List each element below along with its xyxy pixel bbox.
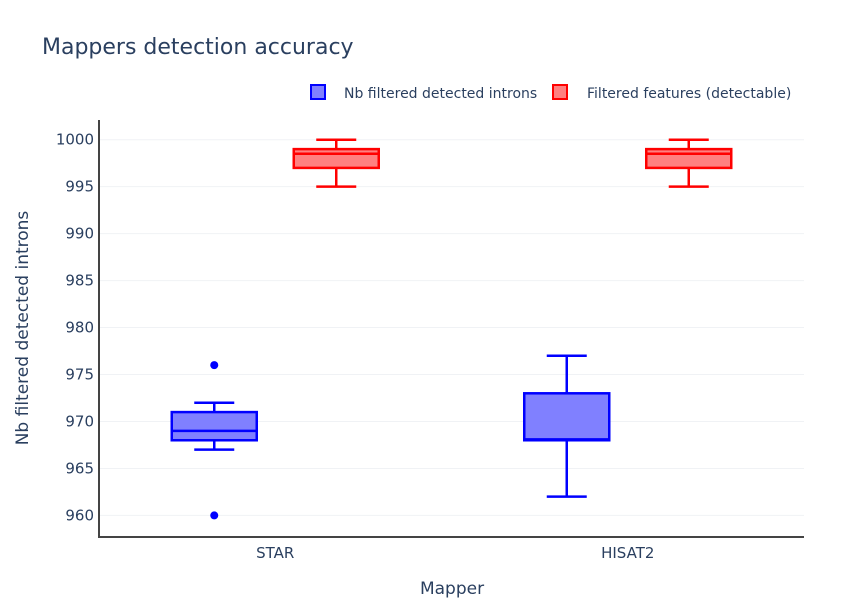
- y-tick-label: 980: [65, 319, 94, 337]
- y-axis-title: Nb filtered detected introns: [13, 211, 33, 446]
- y-tick-label: 985: [65, 272, 94, 290]
- outlier-point: [210, 511, 219, 520]
- box-1-hisat2[interactable]: [645, 138, 733, 188]
- legend-label-features: Filtered features (detectable): [587, 86, 791, 102]
- iqr-box: [523, 392, 611, 442]
- x-axis-title: Mapper: [420, 579, 484, 599]
- legend-label-introns: Nb filtered detected introns: [344, 86, 537, 102]
- legend: Nb filtered detected introns Filtered fe…: [310, 84, 791, 102]
- legend-item-features[interactable]: Filtered features (detectable): [552, 84, 791, 102]
- box-1-star[interactable]: [292, 138, 380, 188]
- outlier-point: [210, 361, 219, 370]
- y-tick-label: 970: [65, 412, 94, 430]
- y-tick-label: 1000: [56, 131, 94, 149]
- y-tick-label: 995: [65, 178, 94, 196]
- box-0-hisat2[interactable]: [523, 354, 611, 498]
- iqr-box: [292, 147, 380, 170]
- legend-item-introns[interactable]: Nb filtered detected introns: [310, 84, 537, 102]
- iqr-box: [170, 410, 258, 442]
- legend-swatch-features: [552, 84, 568, 100]
- legend-swatch-introns: [310, 84, 326, 100]
- y-tick-label: 965: [65, 459, 94, 477]
- box-0-star[interactable]: [170, 361, 258, 520]
- y-tick-label: 960: [65, 506, 94, 524]
- y-tick-labels: 960 965 970 975 980 985 990 995 1000: [56, 131, 94, 525]
- iqr-box: [645, 147, 733, 170]
- boxes: [170, 138, 733, 520]
- x-tick-labels: STAR HISAT2: [256, 544, 654, 562]
- y-tick-label: 975: [65, 366, 94, 384]
- x-tick-label: STAR: [256, 544, 294, 562]
- x-tick-label: HISAT2: [601, 544, 654, 562]
- y-tick-label: 990: [65, 225, 94, 243]
- chart-title: Mappers detection accuracy: [42, 35, 354, 60]
- gridlines: [99, 139, 804, 516]
